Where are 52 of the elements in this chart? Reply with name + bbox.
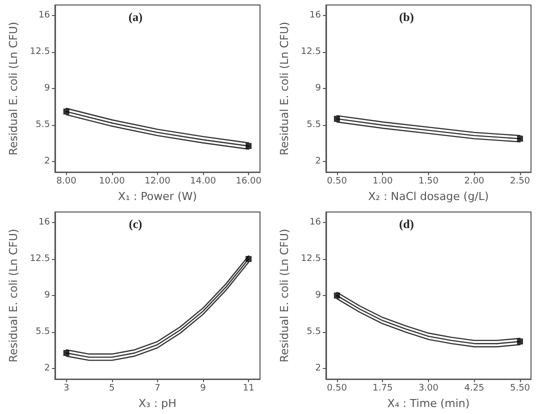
x-tick-label: 12.00 xyxy=(144,176,171,187)
y-tick-label: 9 xyxy=(44,84,50,94)
x-tick-label: 2.50 xyxy=(510,176,530,187)
chart-title: (c) xyxy=(128,217,142,231)
x-tick-label: 11 xyxy=(242,384,254,394)
y-tick-label: 5.5 xyxy=(36,120,50,130)
x-tick-label: 1.00 xyxy=(372,176,393,187)
x-axis-title: X₄ : Time (min) xyxy=(387,397,470,410)
x-axis-title: X₃ : pH xyxy=(138,397,176,410)
y-tick-label: 16 xyxy=(38,10,50,20)
x-axis-title: X₂ : NaCl dosage (g/L) xyxy=(368,190,489,203)
x-tick-label: 1.75 xyxy=(372,384,393,394)
y-tick-label: 2 xyxy=(315,364,321,374)
x-tick-label: 3.00 xyxy=(418,384,439,394)
y-tick-label: 16 xyxy=(309,217,322,228)
x-tick-label: 0.50 xyxy=(326,384,348,394)
chart-title: (d) xyxy=(399,217,414,231)
x-tick-label: 7 xyxy=(154,384,160,394)
x-tick-label: 1.50 xyxy=(418,176,439,187)
x-tick-label: 2.00 xyxy=(464,176,485,187)
y-tick-label: 12.5 xyxy=(30,254,50,264)
x-tick-label: 8.00 xyxy=(56,176,77,187)
x-tick-label: 4.25 xyxy=(464,384,484,394)
y-axis-title: Residual E. coli (Ln CFU) xyxy=(7,22,20,156)
y-tick-label: 12.5 xyxy=(300,254,321,264)
x-tick-label: 0.50 xyxy=(326,176,348,187)
y-tick-label: 9 xyxy=(44,290,50,301)
y-tick-label: 5.5 xyxy=(306,327,321,338)
x-tick-label: 5 xyxy=(109,384,115,394)
y-axis-title: Residual E. coli (Ln CFU) xyxy=(7,228,20,362)
x-axis-title: X₁ : Power (W) xyxy=(118,190,197,203)
y-tick-label: 2 xyxy=(44,364,50,374)
x-tick-label: 10.00 xyxy=(99,176,126,187)
x-tick-label: 9 xyxy=(200,384,206,394)
x-tick-label: 14.00 xyxy=(190,176,216,187)
y-tick-label: 5.5 xyxy=(306,120,321,130)
y-tick-label: 9 xyxy=(315,84,322,94)
y-axis-title: Residual E. coli (Ln CFU) xyxy=(278,228,291,362)
y-tick-label: 12.5 xyxy=(30,46,50,57)
y-tick-label: 12.5 xyxy=(300,46,321,57)
y-axis-title: Residual E. coli (Ln CFU) xyxy=(278,22,291,156)
y-tick-label: 16 xyxy=(38,217,50,228)
y-tick-label: 16 xyxy=(309,10,322,20)
chart-title: (b) xyxy=(399,10,414,24)
x-tick-label: 5.50 xyxy=(510,384,530,394)
y-tick-label: 9 xyxy=(315,290,322,301)
chart-title: (a) xyxy=(128,10,142,24)
y-tick-label: 2 xyxy=(315,156,321,167)
y-tick-label: 2 xyxy=(44,156,50,167)
x-tick-label: 16.00 xyxy=(236,176,262,187)
y-tick-label: 5.5 xyxy=(36,327,50,338)
x-tick-label: 3 xyxy=(63,384,70,394)
